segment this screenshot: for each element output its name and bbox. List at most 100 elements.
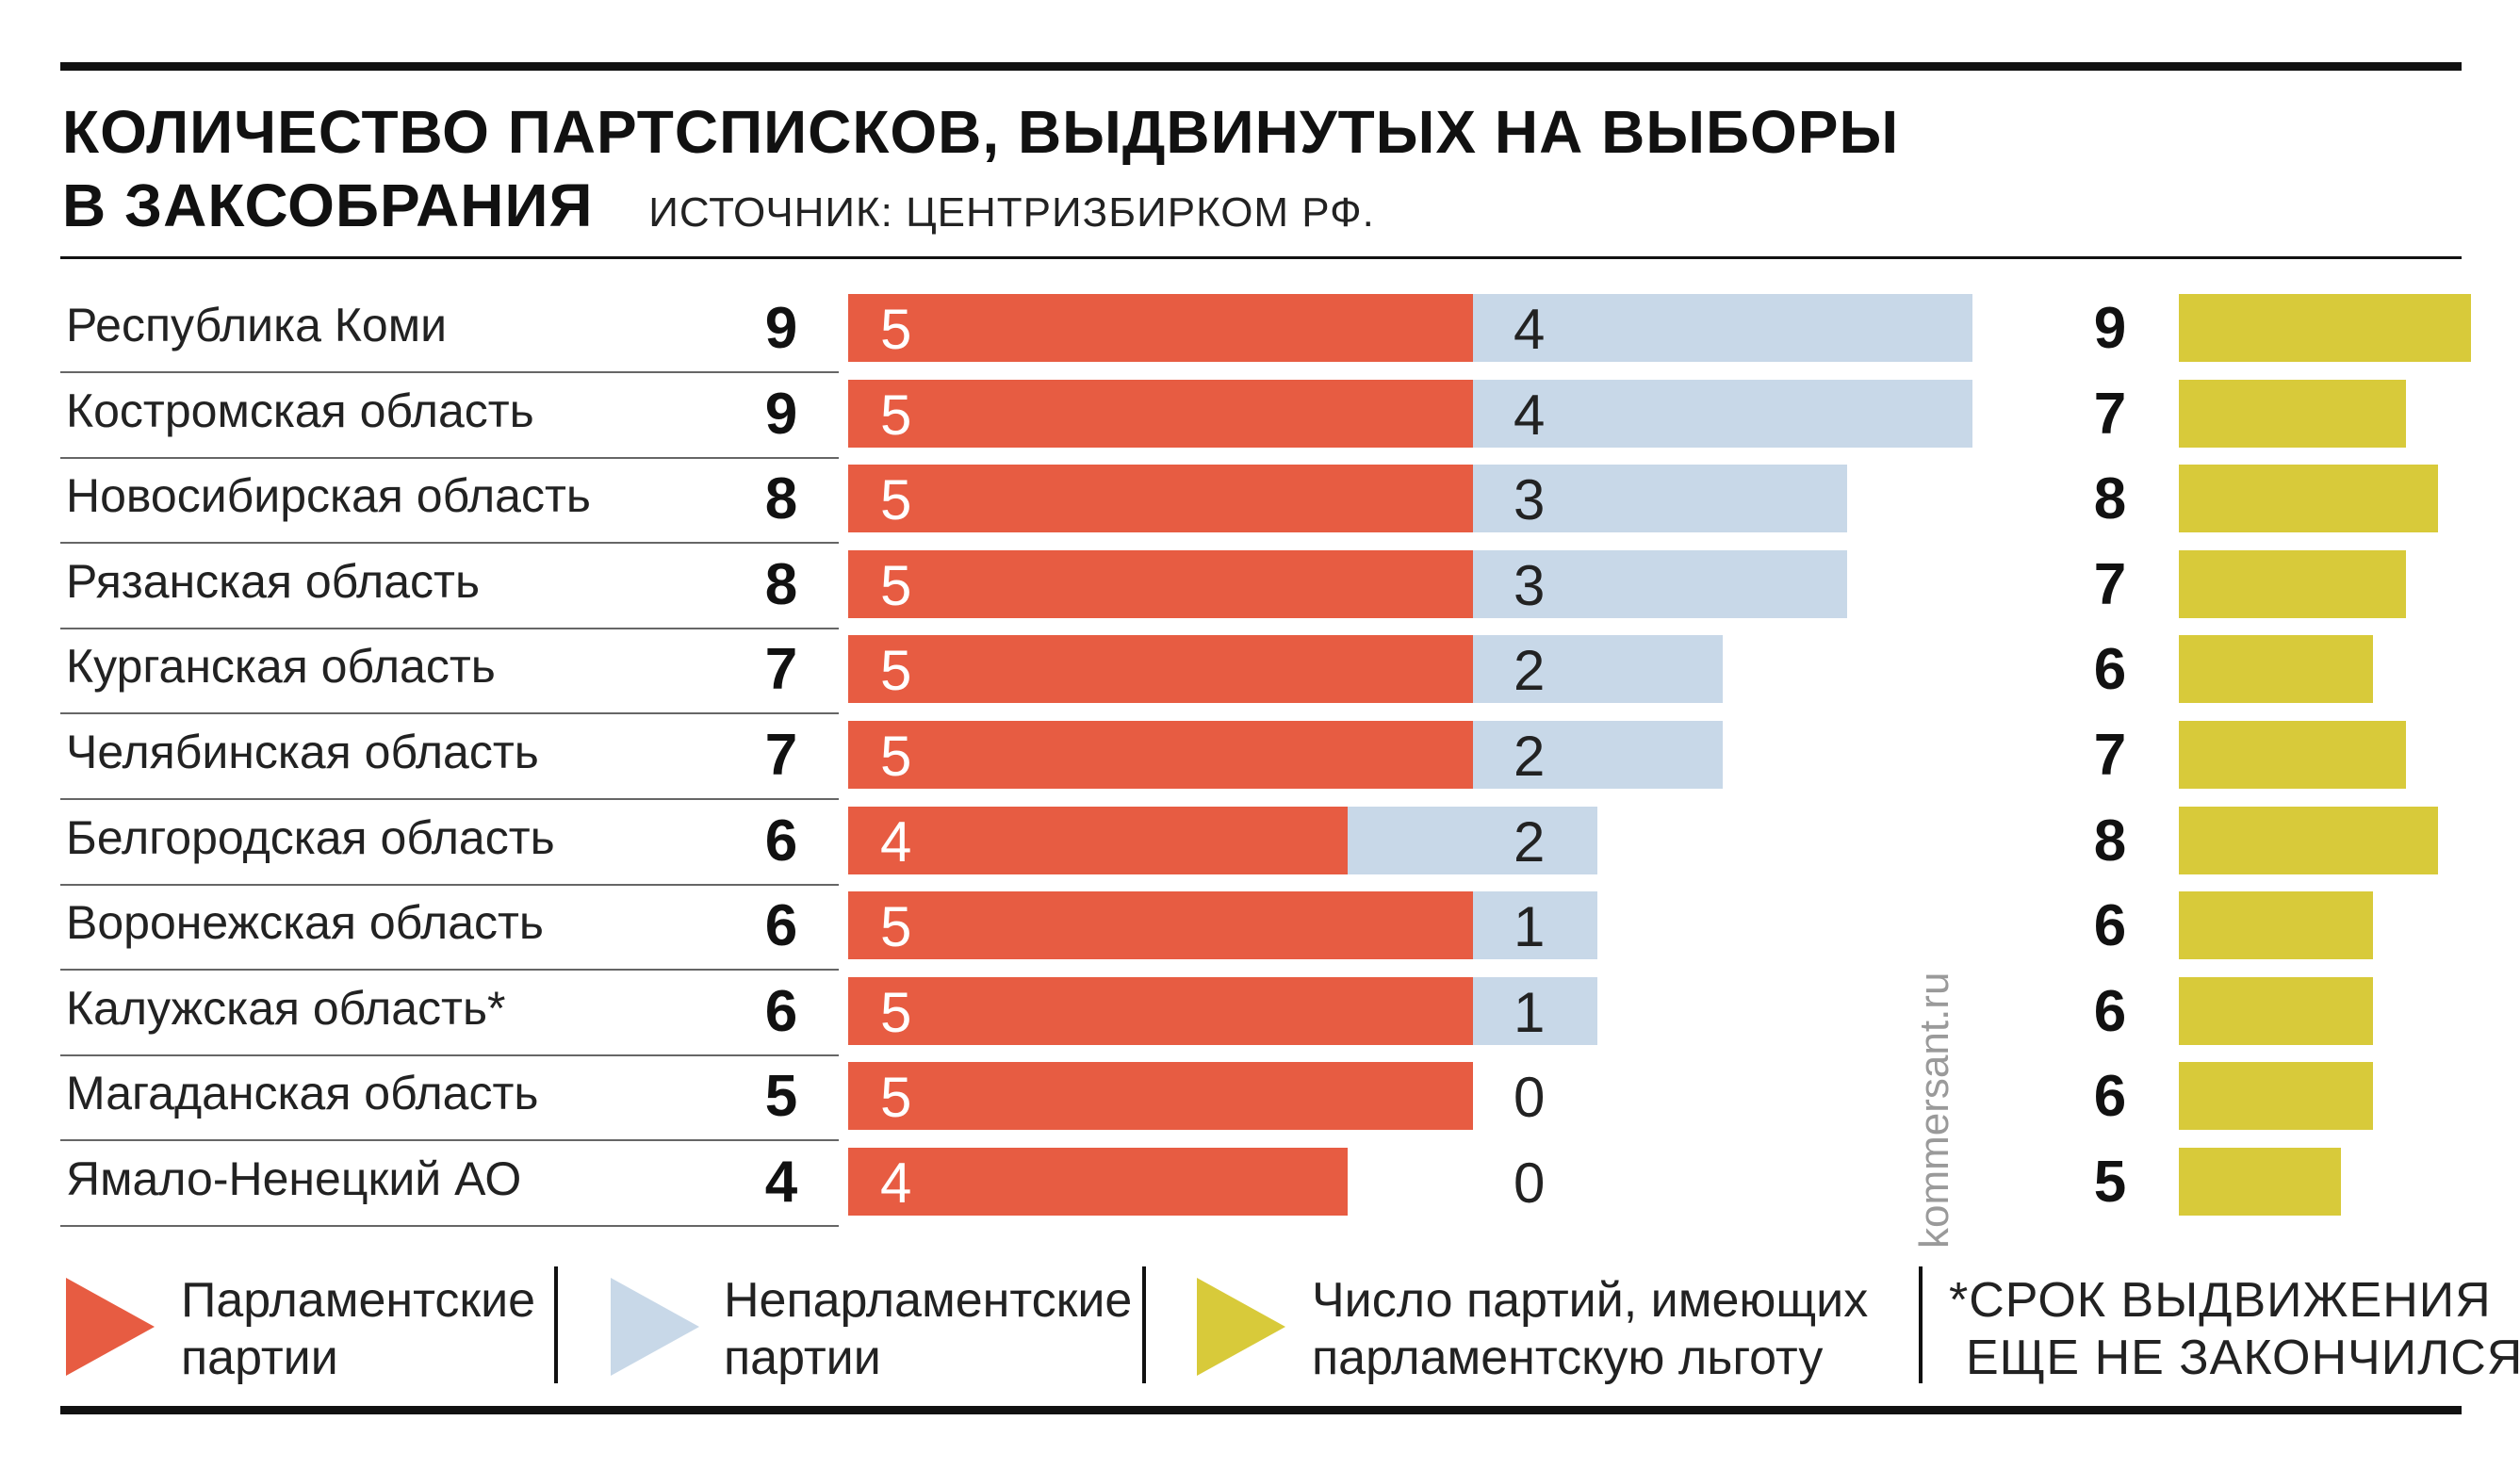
legend-privileged-line1: Число партий, имеющих bbox=[1312, 1273, 1869, 1328]
bar-parliamentary bbox=[848, 549, 1473, 618]
top-rule bbox=[60, 62, 2462, 71]
privileged-value: 7 bbox=[2093, 381, 2127, 447]
footnote-line2: ЕЩЕ НЕ ЗАКОНЧИЛСЯ. bbox=[1966, 1331, 2520, 1386]
bar-privileged bbox=[2179, 1062, 2374, 1131]
legend-non-parliamentary-label: Непарламентские партии bbox=[724, 1272, 1132, 1388]
bar-non-parliamentary-value: 1 bbox=[1514, 980, 1546, 1044]
bar-privileged bbox=[2179, 806, 2439, 874]
footnote: *СРОК ВЫДВИЖЕНИЯ ЕЩЕ НЕ ЗАКОНЧИЛСЯ. bbox=[1949, 1272, 2520, 1388]
bar-privileged bbox=[2179, 976, 2374, 1045]
bar-parliamentary bbox=[848, 294, 1473, 362]
row-divider bbox=[60, 371, 839, 373]
footnote-line1: *СРОК ВЫДВИЖЕНИЯ bbox=[1949, 1273, 2492, 1328]
bar-non-parliamentary bbox=[1472, 379, 1972, 448]
chart-title-line2-text: В ЗАКСОБРАНИЯ bbox=[62, 172, 594, 239]
bar-privileged bbox=[2179, 891, 2374, 960]
bar-parliamentary bbox=[848, 806, 1348, 874]
bar-privileged bbox=[2179, 635, 2374, 704]
bottom-rule bbox=[60, 1406, 2462, 1414]
bar-privileged bbox=[2179, 721, 2406, 789]
chart-title-line1: КОЛИЧЕСТВО ПАРТСПИСКОВ, ВЫДВИНУТЫХ НА ВЫ… bbox=[62, 98, 1900, 166]
row-total-value: 7 bbox=[764, 637, 798, 703]
privileged-value: 8 bbox=[2093, 466, 2127, 532]
bar-privileged bbox=[2179, 1148, 2341, 1216]
bar-non-parliamentary bbox=[1348, 806, 1597, 874]
bar-non-parliamentary bbox=[1472, 294, 1972, 362]
privileged-value: 9 bbox=[2093, 296, 2127, 361]
row-total-value: 6 bbox=[764, 893, 798, 959]
legend-parliamentary-icon bbox=[66, 1278, 155, 1376]
bar-non-parliamentary-value: 4 bbox=[1514, 383, 1546, 447]
row-total-value: 8 bbox=[764, 551, 798, 617]
row-divider bbox=[60, 1054, 839, 1056]
row-total-value: 8 bbox=[764, 466, 798, 532]
bar-parliamentary bbox=[848, 1148, 1348, 1216]
bar-non-parliamentary bbox=[1472, 635, 1723, 704]
privileged-value: 8 bbox=[2093, 808, 2127, 874]
row-total-value: 6 bbox=[764, 978, 798, 1044]
bar-parliamentary-value: 4 bbox=[880, 809, 912, 874]
privileged-value: 6 bbox=[2093, 893, 2127, 959]
legend-parliamentary-line1: Парламентские bbox=[181, 1273, 536, 1328]
bar-non-parliamentary-value: 2 bbox=[1514, 725, 1546, 788]
bar-parliamentary-value: 5 bbox=[880, 1066, 912, 1130]
bar-parliamentary-value: 5 bbox=[880, 639, 912, 703]
legend-parliamentary-label: Парламентские партии bbox=[181, 1272, 535, 1388]
legend-parliamentary-line2: партии bbox=[181, 1331, 338, 1386]
bar-non-parliamentary-value: 3 bbox=[1514, 553, 1546, 617]
region-label: Калужская область* bbox=[66, 981, 506, 1035]
row-total-value: 9 bbox=[764, 296, 798, 361]
region-label: Республика Коми bbox=[66, 299, 448, 351]
row-total-value: 6 bbox=[764, 808, 798, 874]
bar-non-parliamentary bbox=[1472, 465, 1847, 533]
bar-non-parliamentary bbox=[1472, 976, 1597, 1045]
bar-parliamentary bbox=[848, 635, 1473, 704]
legend-separator bbox=[1142, 1266, 1146, 1383]
bar-non-parliamentary-value: 2 bbox=[1514, 809, 1546, 874]
bar-parliamentary bbox=[848, 1062, 1473, 1131]
row-total-value: 4 bbox=[764, 1150, 798, 1215]
region-label: Костромская область bbox=[66, 384, 534, 437]
bar-privileged bbox=[2179, 294, 2471, 362]
bar-non-parliamentary-value: 1 bbox=[1514, 895, 1546, 959]
chart-source: ИСТОЧНИК: ЦЕНТРИЗБИРКОМ РФ. bbox=[648, 189, 1375, 236]
bar-parliamentary-value: 5 bbox=[880, 383, 912, 447]
region-label: Рязанская область bbox=[66, 554, 480, 608]
privileged-value: 6 bbox=[2093, 1064, 2127, 1130]
legend-privileged-line2: парламентскую льготу bbox=[1312, 1331, 1824, 1386]
bar-parliamentary bbox=[848, 465, 1473, 533]
bar-privileged bbox=[2179, 549, 2406, 618]
watermark: kommersant.ru bbox=[1911, 972, 1957, 1249]
row-divider bbox=[60, 883, 839, 886]
bar-parliamentary bbox=[848, 891, 1473, 960]
bar-non-parliamentary-value: 4 bbox=[1514, 298, 1546, 361]
bar-parliamentary-value: 5 bbox=[880, 553, 912, 617]
legend-separator bbox=[1919, 1266, 1923, 1383]
region-label: Курганская область bbox=[66, 640, 496, 694]
bar-parliamentary-value: 5 bbox=[880, 468, 912, 532]
row-total-value: 5 bbox=[764, 1064, 798, 1130]
privileged-value: 7 bbox=[2093, 723, 2127, 788]
row-divider bbox=[60, 627, 839, 629]
legend-non-parliamentary-line2: партии bbox=[724, 1331, 881, 1386]
region-label: Магаданская область bbox=[66, 1067, 539, 1120]
legend-non-parliamentary-line1: Непарламентские bbox=[724, 1273, 1133, 1328]
bar-non-parliamentary bbox=[1472, 891, 1597, 960]
bar-non-parliamentary-value: 2 bbox=[1514, 639, 1546, 703]
bar-parliamentary bbox=[848, 721, 1473, 789]
bar-non-parliamentary-value: 3 bbox=[1514, 468, 1546, 532]
row-divider bbox=[60, 798, 839, 800]
bar-parliamentary bbox=[848, 379, 1473, 448]
privileged-value: 6 bbox=[2093, 637, 2127, 703]
bar-non-parliamentary-value: 0 bbox=[1514, 1066, 1546, 1130]
bar-parliamentary bbox=[848, 976, 1473, 1045]
region-label: Ямало-Ненецкий АО bbox=[66, 1152, 522, 1205]
region-label: Белгородская область bbox=[66, 810, 555, 864]
region-label: Воронежская область bbox=[66, 896, 544, 950]
legend-privileged-label: Число партий, имеющих парламентскую льго… bbox=[1312, 1272, 1868, 1388]
privileged-value: 5 bbox=[2093, 1150, 2127, 1215]
bar-privileged bbox=[2179, 379, 2406, 448]
row-divider bbox=[60, 969, 839, 972]
row-divider bbox=[60, 712, 839, 715]
legend-privileged-icon bbox=[1197, 1278, 1285, 1376]
